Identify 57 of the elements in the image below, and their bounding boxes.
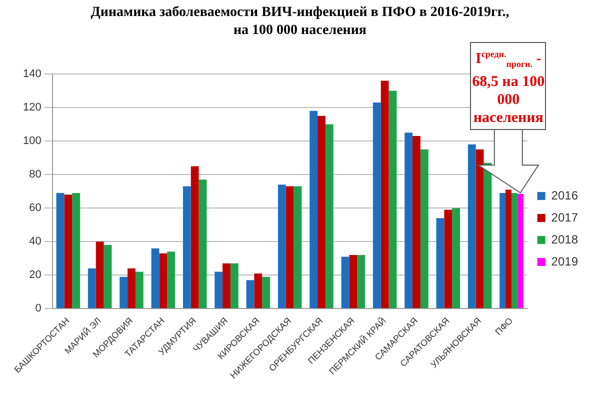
bar: [222, 263, 230, 308]
bar: [404, 132, 413, 308]
bar: [468, 144, 476, 308]
bar: [254, 273, 262, 308]
bar: [436, 218, 444, 308]
legend-label: 2018: [551, 232, 578, 246]
bar: [120, 276, 128, 308]
annotation: I$^{средн.}$$_{прогн.}$ - 68,5 на 100 000 населения: [470, 42, 546, 130]
bar: [372, 102, 381, 308]
bar: [128, 268, 136, 308]
bar: [388, 90, 397, 308]
bar: [64, 194, 72, 308]
bar: [278, 184, 286, 308]
bar: [246, 280, 254, 308]
bar: [412, 136, 420, 308]
bar: [294, 186, 302, 308]
bar: [159, 253, 168, 308]
y-tick-label: 140: [22, 68, 42, 80]
bar: [318, 116, 326, 308]
bar: [484, 162, 492, 308]
legend-label: 2016: [551, 188, 578, 202]
bar: [182, 186, 191, 308]
bar: [96, 242, 104, 308]
bar: [517, 194, 524, 308]
bar: [262, 276, 270, 308]
y-tick-label: 60: [29, 202, 42, 214]
y-tick-label: 40: [29, 236, 42, 248]
legend-label: 2019: [551, 254, 578, 268]
y-tick-label: 100: [22, 135, 42, 148]
legend-label: 2017: [551, 210, 578, 224]
bar: [151, 248, 160, 308]
bar: [420, 149, 428, 308]
bar: [230, 263, 238, 308]
bar: [349, 255, 358, 308]
bar: [452, 208, 460, 308]
bar: [167, 252, 176, 308]
y-tick-label: 0: [35, 302, 42, 315]
bar: [135, 272, 144, 308]
bar: [310, 110, 318, 308]
bar: [325, 124, 334, 308]
bar: [476, 149, 484, 308]
y-tick-label: 20: [29, 269, 42, 282]
bar: [357, 255, 366, 308]
bar: [198, 180, 207, 308]
bar: [286, 186, 294, 308]
bar: [104, 244, 112, 308]
bar: [341, 256, 350, 308]
bar: [56, 193, 64, 308]
bar: [190, 166, 199, 308]
bar: [72, 193, 80, 308]
bar: [380, 80, 389, 308]
bar: [444, 210, 452, 308]
bar: [88, 268, 96, 308]
bar: [214, 272, 223, 308]
chart-title: Динамика заболеваемости ВИЧ-инфекцией в ПФО в 2016-2019гг., на 100 000 населения: [90, 4, 510, 40]
y-tick-label: 80: [29, 168, 42, 181]
y-tick-label: 120: [22, 102, 42, 114]
